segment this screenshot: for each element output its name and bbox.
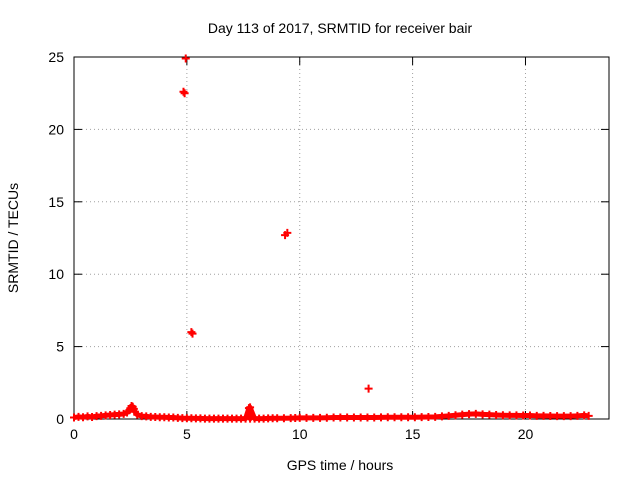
data-band — [73, 403, 589, 422]
grid-lines — [74, 57, 609, 419]
data-point — [187, 328, 196, 337]
y-axis-label: SRMTID / TECUs — [5, 183, 21, 293]
x-tick-label: 20 — [518, 426, 534, 442]
x-tick-labels: 0 5 10 15 20 — [70, 426, 533, 442]
plot-frame — [73, 56, 610, 420]
y-tick-label: 10 — [48, 266, 64, 282]
y-tick-label: 20 — [48, 121, 64, 137]
y-tick-label: 25 — [48, 49, 64, 65]
data-points — [70, 54, 593, 423]
chart-title: Day 113 of 2017, SRMTID for receiver bai… — [208, 20, 473, 36]
data-point — [181, 54, 190, 63]
x-tick-label: 10 — [292, 426, 308, 442]
y-tick-labels: 0 5 10 15 20 25 — [48, 49, 64, 427]
y-tick-label: 0 — [56, 411, 64, 427]
y-tick-label: 15 — [48, 194, 64, 210]
data-point — [179, 87, 188, 96]
x-axis-label: GPS time / hours — [287, 457, 394, 473]
x-tick-label: 0 — [70, 426, 78, 442]
y-tick-label: 5 — [56, 339, 64, 355]
x-tick-label: 5 — [183, 426, 191, 442]
data-point — [180, 89, 189, 98]
data-point — [188, 329, 197, 338]
axis-ticks — [73, 56, 609, 420]
x-tick-label: 15 — [405, 426, 421, 442]
data-point — [283, 228, 292, 237]
data-point — [364, 384, 373, 393]
